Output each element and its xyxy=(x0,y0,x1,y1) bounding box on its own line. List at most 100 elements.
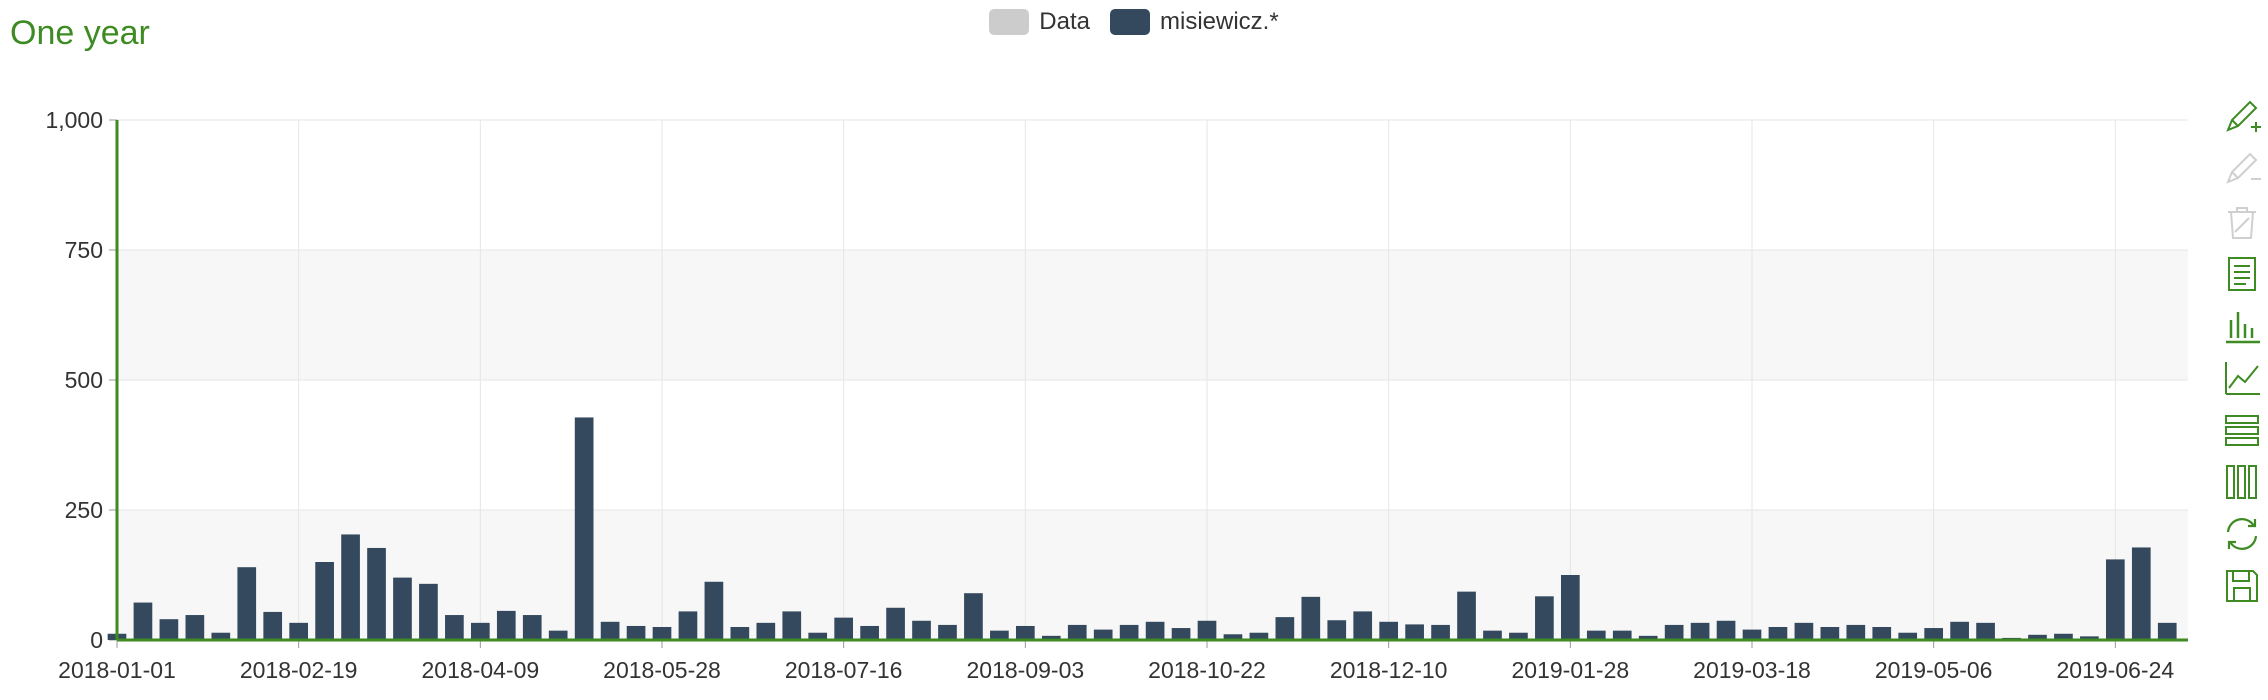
bar xyxy=(1041,635,1061,640)
x-tick-label: 2019-01-28 xyxy=(1512,657,1630,683)
bar xyxy=(185,615,205,640)
bar xyxy=(990,630,1009,640)
bar xyxy=(1457,591,1476,640)
refresh-icon[interactable] xyxy=(2222,514,2262,554)
bar xyxy=(782,611,802,640)
bar xyxy=(1301,596,1321,640)
bar xyxy=(860,625,879,640)
y-tick-label: 0 xyxy=(90,627,103,653)
bar xyxy=(1820,627,1840,640)
bar xyxy=(1846,624,1866,640)
bar xyxy=(496,610,516,640)
bar xyxy=(1405,624,1424,640)
legend-item-data[interactable]: Data xyxy=(989,8,1090,36)
x-tick-label: 2018-12-10 xyxy=(1330,657,1448,683)
bar xyxy=(1275,617,1295,640)
bar xyxy=(1067,624,1087,640)
bar xyxy=(2105,559,2125,640)
bar xyxy=(1145,621,1165,640)
y-tick-label: 250 xyxy=(65,497,103,523)
bar xyxy=(1379,621,1399,640)
bar xyxy=(1742,629,1762,640)
legend-swatch-data xyxy=(989,9,1030,35)
bar xyxy=(1924,628,1944,640)
y-tick-label: 1,000 xyxy=(45,107,103,133)
bar xyxy=(1768,627,1788,640)
legend-swatch-misiewicz xyxy=(1110,9,1150,35)
y-tick-label: 750 xyxy=(65,237,103,263)
save-icon[interactable] xyxy=(2222,566,2262,606)
bar xyxy=(1794,622,1814,640)
bar xyxy=(704,581,724,640)
trash-icon[interactable] xyxy=(2222,202,2262,242)
bar xyxy=(626,625,646,640)
bar xyxy=(393,577,412,640)
x-tick-label: 2018-01-01 xyxy=(58,657,176,683)
bar xyxy=(2080,636,2099,640)
x-tick-label: 2019-03-18 xyxy=(1693,657,1811,683)
bar xyxy=(574,417,594,640)
x-tick-label: 2018-02-19 xyxy=(240,657,358,683)
bar xyxy=(886,607,905,640)
x-tick-label: 2019-06-24 xyxy=(2057,657,2175,683)
legend: Data misiewicz.* xyxy=(0,8,2268,36)
bar-chart-icon[interactable] xyxy=(2222,306,2262,346)
bar xyxy=(1950,621,1969,640)
pencil-remove-icon[interactable] xyxy=(2222,150,2262,190)
bar xyxy=(1093,629,1113,640)
bar xyxy=(1431,624,1450,640)
bar xyxy=(211,632,231,640)
bar xyxy=(1119,624,1139,640)
bar xyxy=(1535,596,1554,640)
bar xyxy=(419,583,438,640)
tiled-icon[interactable] xyxy=(2222,462,2262,502)
legend-label-misiewicz: misiewicz.* xyxy=(1160,8,1279,35)
pencil-add-icon[interactable] xyxy=(2222,98,2262,138)
bar xyxy=(367,547,386,640)
toolbox xyxy=(2222,98,2262,618)
line-chart-icon[interactable] xyxy=(2222,358,2262,398)
data-view-icon[interactable] xyxy=(2222,254,2262,294)
legend-item-misiewicz[interactable]: misiewicz.* xyxy=(1110,8,1279,36)
bar xyxy=(1249,632,1269,640)
bar xyxy=(2131,547,2151,640)
x-tick-label: 2018-09-03 xyxy=(967,657,1085,683)
stack-icon[interactable] xyxy=(2222,410,2262,450)
bar xyxy=(315,562,334,640)
x-tick-label: 2019-05-06 xyxy=(1875,657,1993,683)
bar xyxy=(1664,624,1684,640)
bar xyxy=(445,615,464,640)
bar xyxy=(1638,635,1658,640)
bar xyxy=(237,567,257,640)
bar xyxy=(912,620,931,640)
bar xyxy=(1327,620,1347,640)
bar xyxy=(1898,632,1918,640)
bar xyxy=(834,617,854,640)
bar xyxy=(1976,622,1995,640)
bar xyxy=(808,632,828,640)
bar xyxy=(470,622,490,640)
bar xyxy=(652,627,672,640)
bar xyxy=(964,593,983,640)
bar xyxy=(600,621,620,640)
bar xyxy=(1171,628,1191,640)
bar xyxy=(1015,625,1035,640)
x-tick-label: 2018-05-28 xyxy=(603,657,721,683)
bar xyxy=(678,611,698,640)
bar xyxy=(1483,630,1502,640)
bar xyxy=(289,622,309,640)
bar xyxy=(133,602,153,640)
legend-label-data: Data xyxy=(1039,8,1090,35)
bar xyxy=(1586,630,1606,640)
y-tick-label: 500 xyxy=(65,367,103,393)
bar xyxy=(1353,611,1373,640)
bar xyxy=(2054,633,2073,640)
bar xyxy=(341,534,360,640)
bar xyxy=(1612,630,1632,640)
grid-band xyxy=(117,250,2188,380)
bar xyxy=(938,624,957,640)
x-tick-label: 2018-07-16 xyxy=(785,657,903,683)
x-tick-label: 2018-10-22 xyxy=(1148,657,1266,683)
bar xyxy=(1223,634,1243,640)
